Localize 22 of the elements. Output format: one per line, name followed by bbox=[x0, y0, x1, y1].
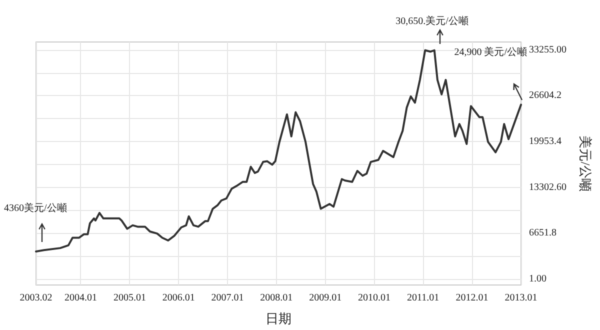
x-tick-label: 2012.01 bbox=[456, 292, 488, 304]
y-tick-label: 1.00 bbox=[529, 274, 546, 285]
y-tick-label: 33255.00 bbox=[529, 44, 566, 56]
x-tick-label: 2011.01 bbox=[407, 292, 440, 304]
annotation: 24,900 美元/公噸 bbox=[454, 46, 527, 58]
x-tick-label: 2007.01 bbox=[211, 292, 244, 304]
x-tick-label: 2004.01 bbox=[64, 292, 97, 304]
annotation: 4360美元/公噸 bbox=[4, 202, 67, 214]
x-tick-label: 2008.01 bbox=[260, 292, 293, 304]
x-tick-label: 2003.02 bbox=[20, 292, 52, 304]
y-tick-label: 26604.2 bbox=[529, 90, 562, 102]
x-tick-label: 2005.01 bbox=[113, 292, 146, 304]
y-tick-label: 19953.4 bbox=[529, 136, 562, 148]
text: 30,650.美元/公噸 bbox=[396, 15, 468, 27]
y-tick-label: 13302.60 bbox=[529, 182, 566, 193]
x-tick-label: 2013.01 bbox=[504, 292, 538, 304]
y-tick-label: 6651.8 bbox=[529, 228, 556, 239]
x-tick-label: 2009.01 bbox=[309, 292, 342, 304]
x-tick-label: 2006.01 bbox=[162, 292, 195, 304]
x-tick-label: 2010.01 bbox=[358, 292, 390, 304]
y-axis-title: 美元/公噸 bbox=[578, 136, 593, 192]
x-axis-title: 日期 bbox=[266, 311, 292, 326]
